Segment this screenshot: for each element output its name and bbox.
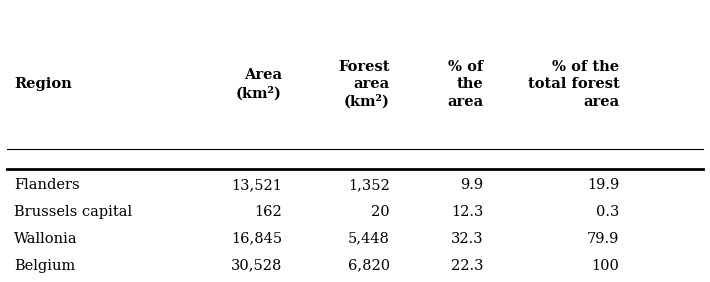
Text: 19.9: 19.9 — [587, 178, 619, 192]
Text: Brussels capital: Brussels capital — [14, 205, 132, 219]
Text: 12.3: 12.3 — [452, 205, 484, 219]
Text: Belgium: Belgium — [14, 259, 75, 273]
Text: 9.9: 9.9 — [461, 178, 484, 192]
Text: Wallonia: Wallonia — [14, 232, 77, 246]
Text: 100: 100 — [591, 259, 619, 273]
Text: 0.3: 0.3 — [596, 205, 619, 219]
Text: 6,820: 6,820 — [348, 259, 390, 273]
Text: % of
the
area: % of the area — [447, 60, 484, 109]
Text: 20: 20 — [371, 205, 390, 219]
Text: Flanders: Flanders — [14, 178, 80, 192]
Text: 30,528: 30,528 — [231, 259, 282, 273]
Text: 22.3: 22.3 — [452, 259, 484, 273]
Text: 32.3: 32.3 — [451, 232, 484, 246]
Text: Region: Region — [14, 77, 72, 91]
Text: 16,845: 16,845 — [231, 232, 282, 246]
Text: 13,521: 13,521 — [231, 178, 282, 192]
Text: Area
(km²): Area (km²) — [236, 69, 282, 100]
Text: Forest
area
(km²): Forest area (km²) — [338, 60, 390, 109]
Text: 1,352: 1,352 — [348, 178, 390, 192]
Text: 79.9: 79.9 — [587, 232, 619, 246]
Text: % of the
total forest
area: % of the total forest area — [528, 60, 619, 109]
Text: 5,448: 5,448 — [348, 232, 390, 246]
Text: 162: 162 — [254, 205, 282, 219]
